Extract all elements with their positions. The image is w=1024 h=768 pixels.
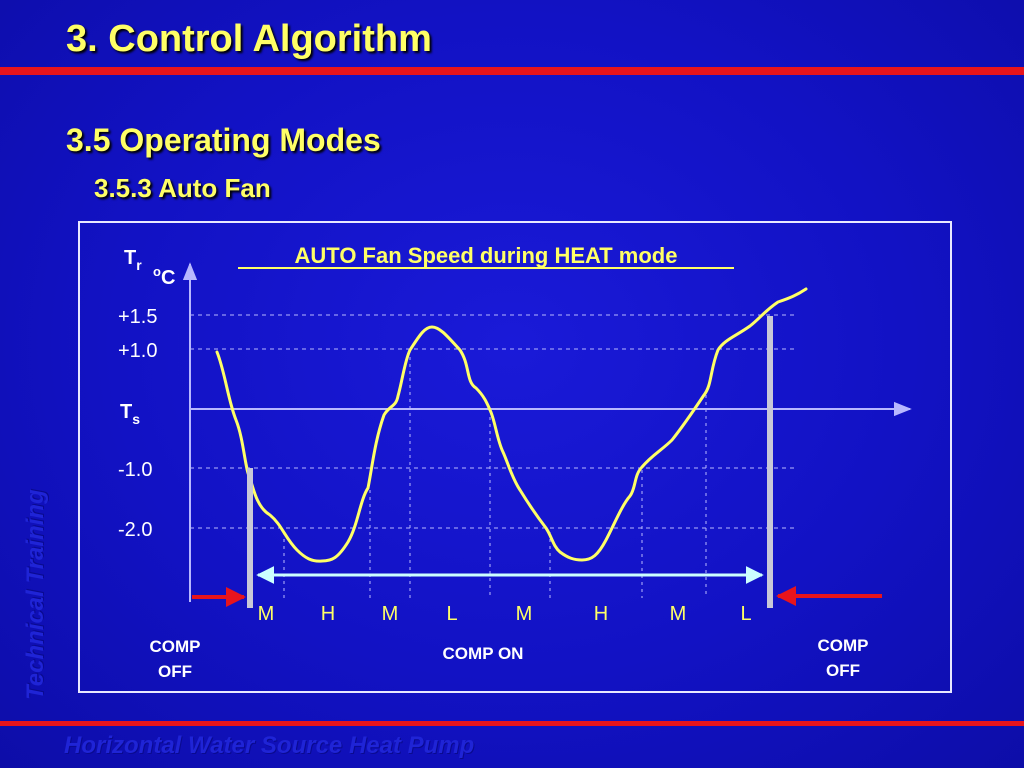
fan-speed-label: H bbox=[594, 603, 608, 625]
fan-speed-label: L bbox=[446, 603, 457, 625]
comp-off-left-line1: COMP bbox=[150, 637, 201, 656]
level-lines: +1.5 +1.0 -1.0 -2.0 bbox=[118, 306, 798, 541]
fan-speed-label: M bbox=[516, 603, 533, 625]
comp-off-left-line2: OFF bbox=[158, 662, 192, 681]
fan-speed-label: L bbox=[740, 603, 751, 625]
diagram-heading: AUTO Fan Speed during HEAT mode bbox=[295, 243, 678, 268]
footer-watermark-text: Horizontal Water Source Heat Pump bbox=[64, 732, 475, 759]
comp-off-right-line1: COMP bbox=[818, 636, 869, 655]
y-axis-unit: oC bbox=[153, 264, 175, 289]
slide-title: 3. Control Algorithm bbox=[66, 18, 432, 60]
fan-speed-label: M bbox=[258, 603, 275, 625]
fan-speed-label: H bbox=[321, 603, 335, 625]
diagram-frame bbox=[78, 221, 952, 693]
comp-on-label: COMP ON bbox=[443, 644, 524, 663]
level-label: -1.0 bbox=[118, 459, 152, 481]
comp-off-right-line2: OFF bbox=[826, 661, 860, 680]
footer-divider bbox=[0, 721, 1024, 726]
title-divider bbox=[0, 67, 1024, 75]
subsection-heading: 3.5.3 Auto Fan bbox=[94, 173, 271, 203]
y-axis-label: Tr bbox=[124, 247, 142, 273]
setpoint-label: Ts bbox=[120, 401, 140, 427]
level-label: +1.0 bbox=[118, 340, 157, 362]
level-label: -2.0 bbox=[118, 519, 152, 541]
fan-speed-label: M bbox=[382, 603, 399, 625]
transition-lines bbox=[283, 350, 707, 598]
section-heading: 3.5 Operating Modes bbox=[66, 122, 381, 158]
fan-speed-label: M bbox=[670, 603, 687, 625]
level-label: +1.5 bbox=[118, 306, 157, 328]
room-temperature-curve bbox=[215, 287, 808, 563]
